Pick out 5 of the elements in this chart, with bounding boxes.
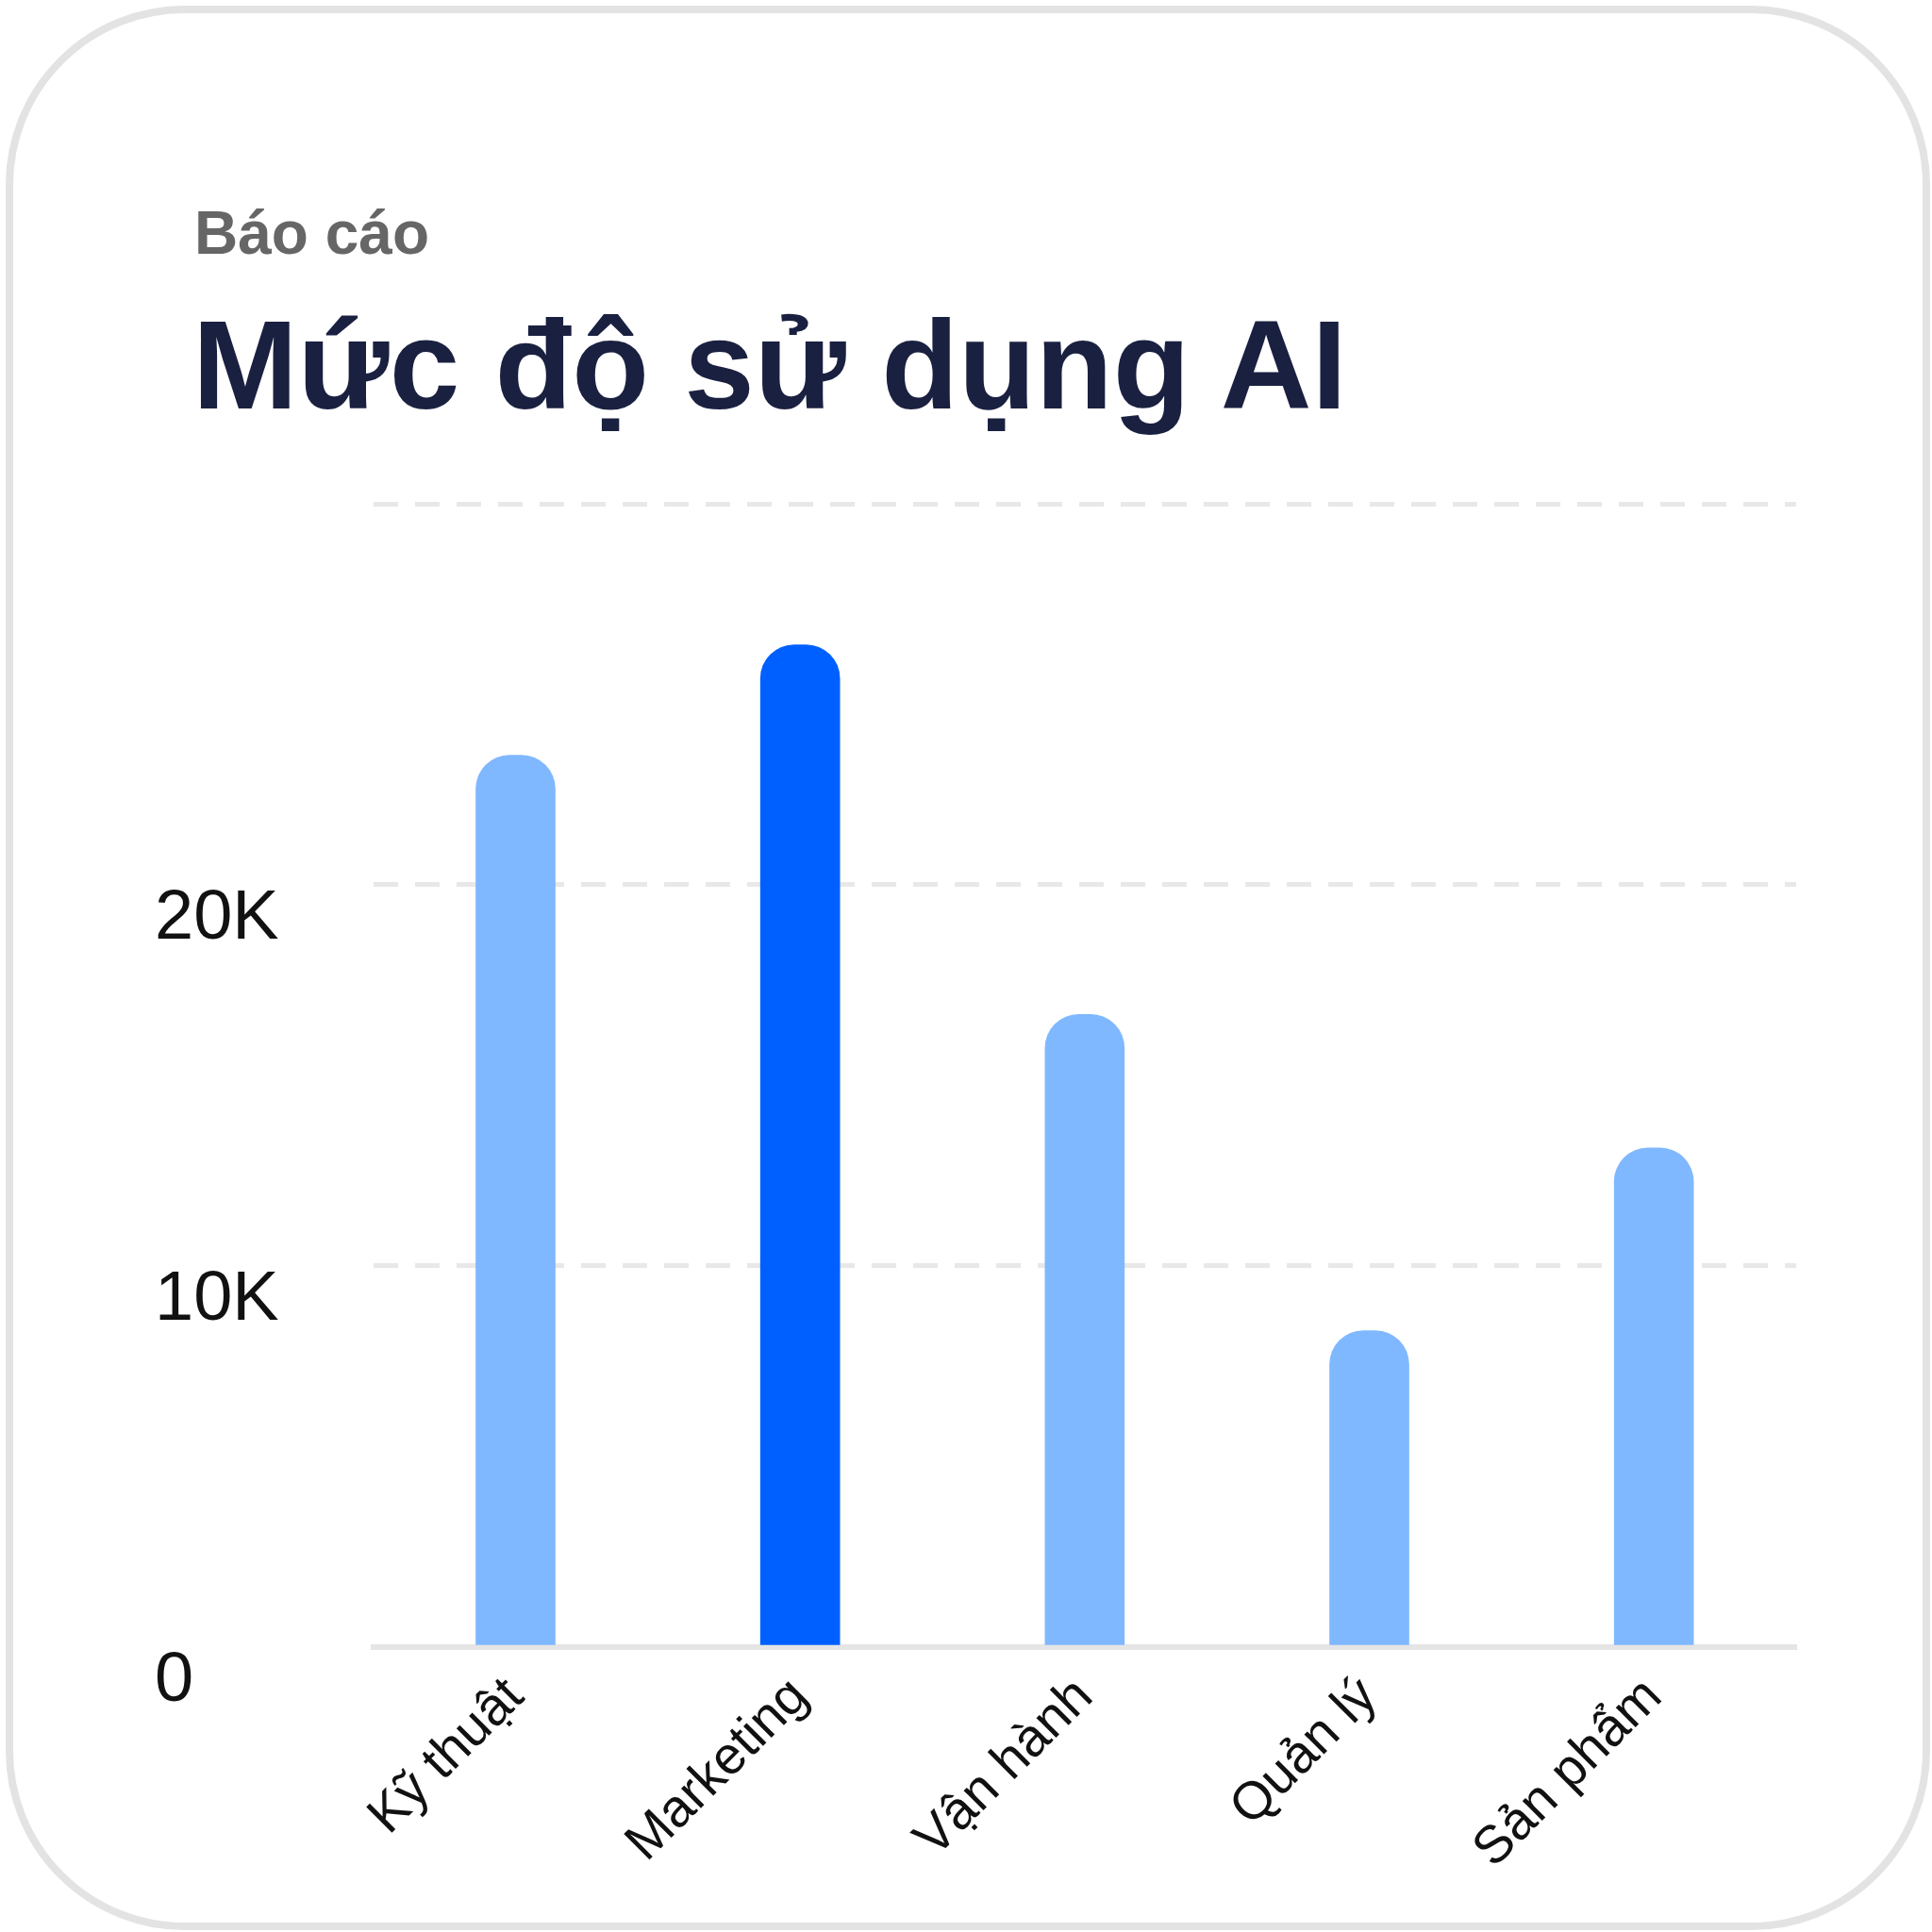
y-tick-label: 10K xyxy=(155,1257,279,1336)
y-tick-label: 20K xyxy=(155,875,279,955)
chart-subtitle: Báo cáo xyxy=(194,198,429,268)
chart-title: Mức độ sử dụng AI xyxy=(192,293,1347,437)
y-tick-label: 0 xyxy=(155,1638,194,1717)
